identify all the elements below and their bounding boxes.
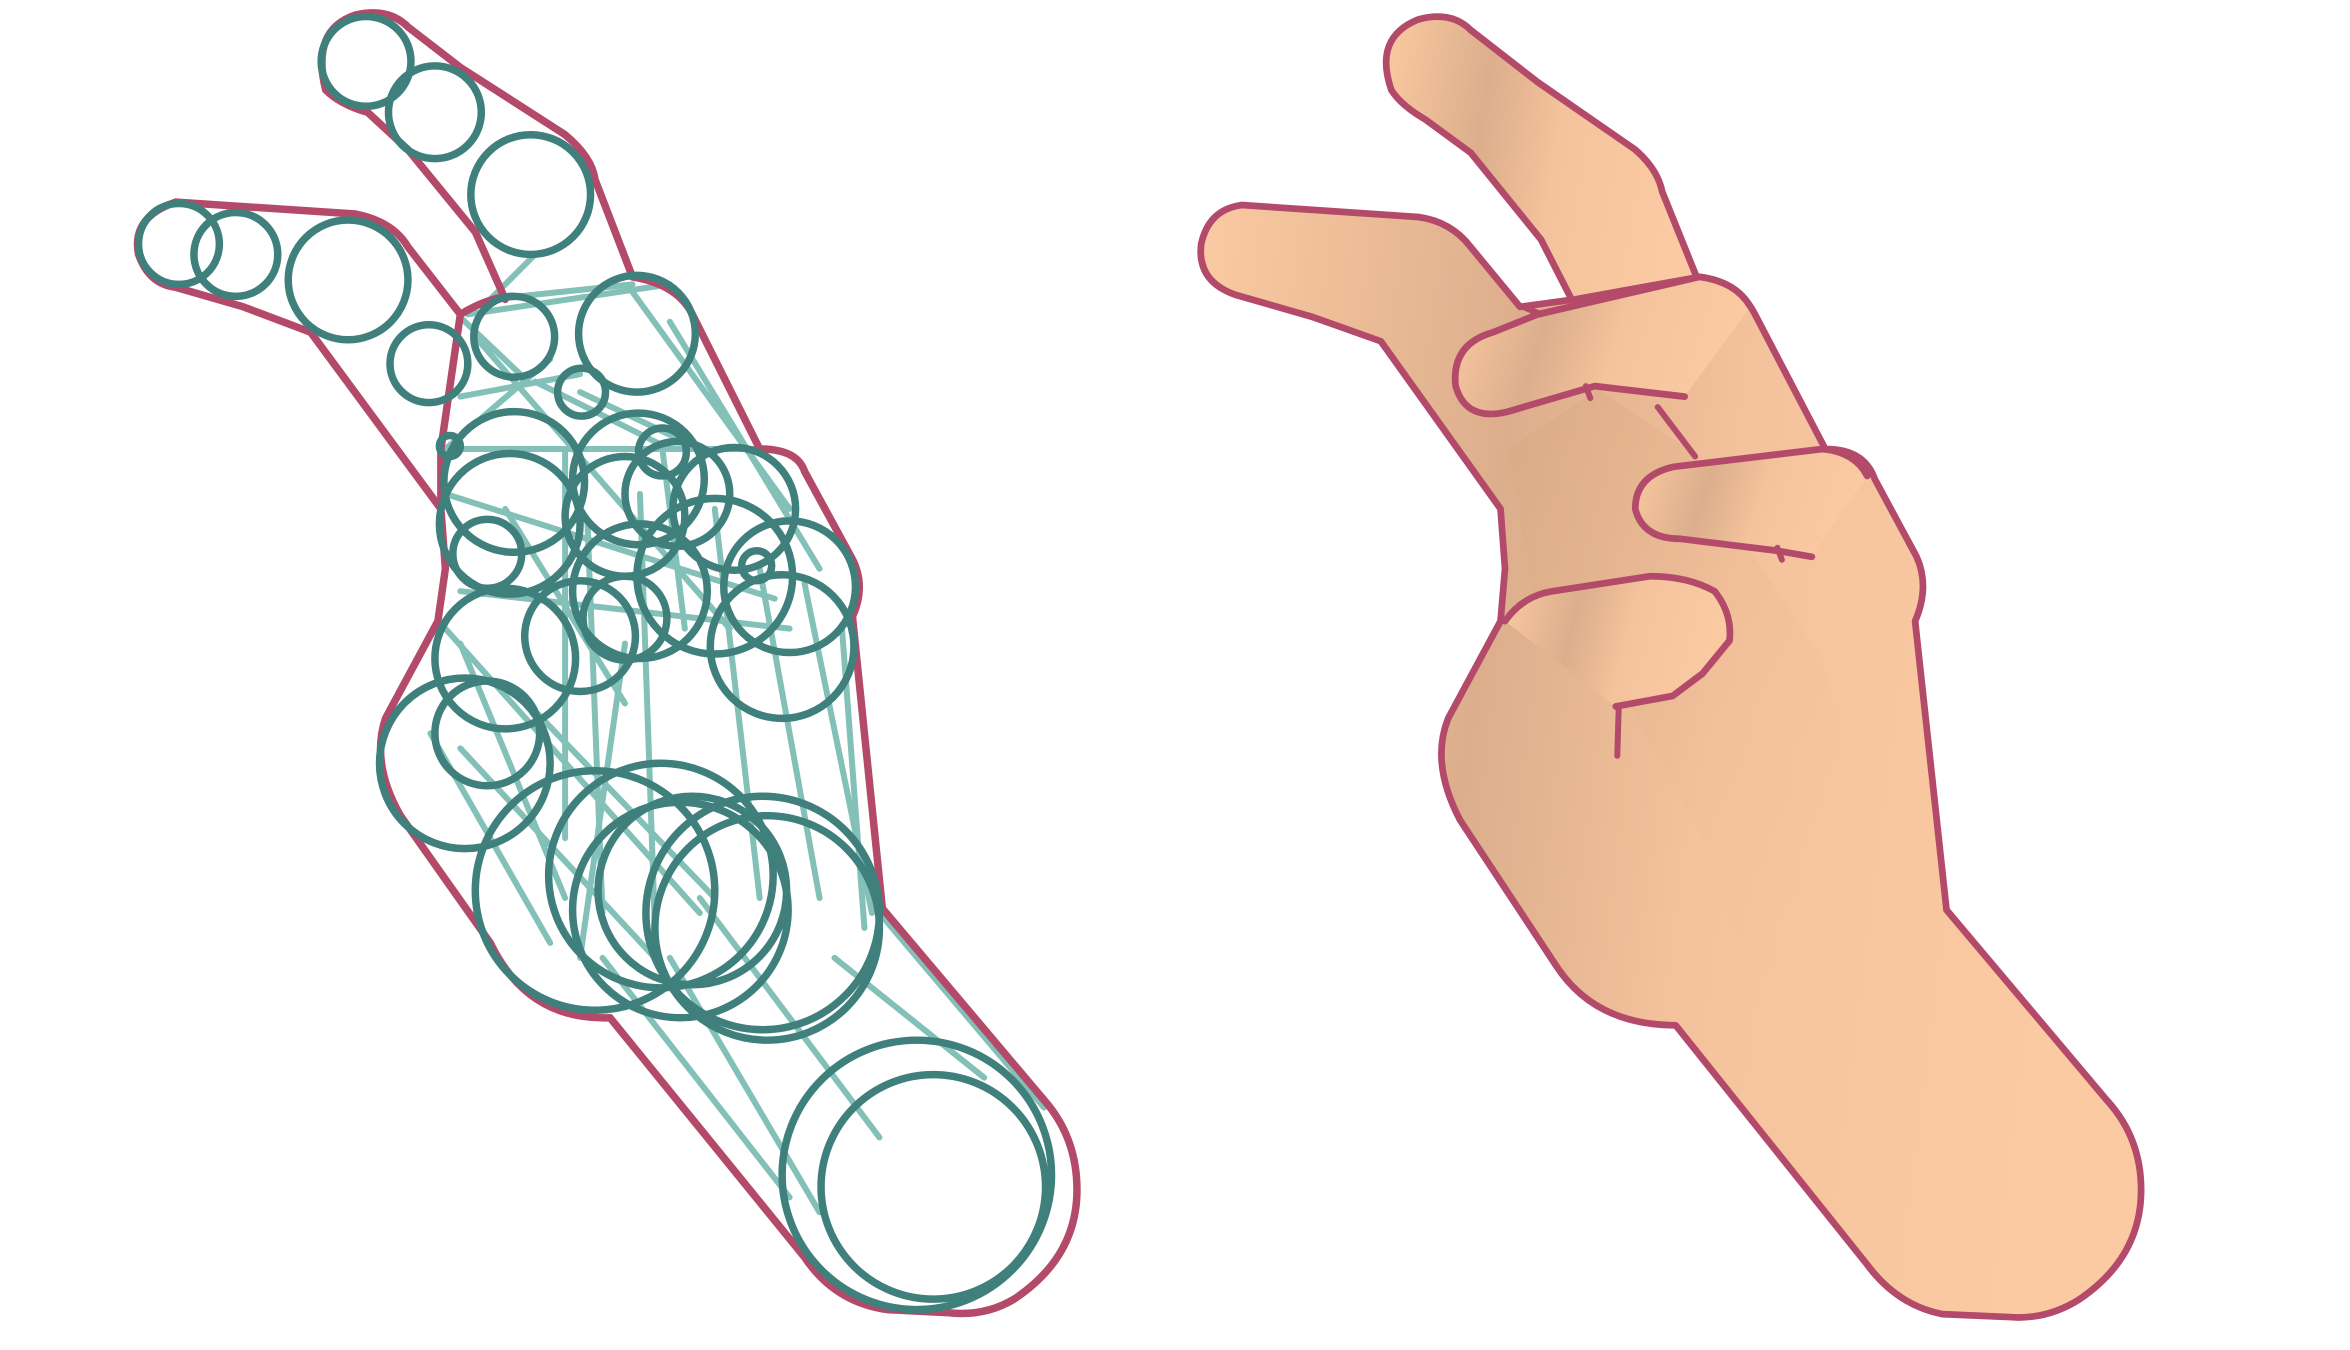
crease-line — [1519, 303, 1544, 318]
palm-outline-right — [606, 273, 1081, 1318]
sphere-circle — [284, 216, 412, 344]
sphere-circle — [594, 792, 791, 989]
sphere-circle — [134, 199, 224, 289]
connection-line — [599, 954, 793, 1201]
rendered-hand-model — [1197, 13, 2145, 1321]
connection-line — [756, 565, 823, 901]
sphere-circle — [544, 759, 777, 992]
sphere-circle — [435, 449, 584, 598]
rendered-creases — [1519, 303, 1785, 759]
sphere-circle — [553, 364, 610, 420]
sphere-circle — [431, 584, 580, 733]
sphere-set — [134, 12, 1056, 1314]
sphere-circle — [634, 424, 691, 480]
sphere-circle — [384, 62, 486, 163]
finger-outline-middle — [318, 9, 637, 304]
connection-line — [524, 700, 718, 901]
sphere-circle — [568, 520, 712, 663]
sphere-circle — [190, 208, 282, 301]
rendered-finger-pinky — [1631, 445, 1871, 561]
connection-line — [472, 333, 733, 632]
sphere-circle — [720, 517, 860, 657]
sphere-circle — [471, 767, 719, 1014]
sphere-circle — [440, 407, 589, 557]
sphere-circle — [574, 271, 700, 396]
sphere-circle — [706, 570, 858, 723]
sphere-circle — [386, 321, 472, 407]
envelope-outline — [133, 9, 1081, 1318]
sphere-circle — [621, 437, 734, 551]
sphere-circle — [317, 12, 415, 111]
connection-line — [487, 251, 539, 303]
sphere-circle — [651, 811, 884, 1044]
sphere-circle — [375, 674, 554, 853]
rendered-finger-ring — [1451, 273, 1754, 418]
sphere-mesh-model — [133, 9, 1081, 1318]
sphere-circle — [520, 576, 640, 696]
sphere-circle — [470, 292, 559, 381]
sphere-circle — [778, 1036, 1056, 1314]
connection-line — [442, 490, 778, 602]
rendered-thumb — [1501, 572, 1734, 710]
sphere-circle — [568, 409, 709, 549]
sphere-circle — [467, 130, 595, 259]
crease-line — [1774, 544, 1785, 563]
connection-line — [636, 490, 658, 931]
connection-line — [502, 505, 628, 707]
connection-line — [666, 954, 823, 1216]
crease-line — [1614, 703, 1622, 759]
connection-line — [457, 314, 524, 378]
connection-line — [584, 520, 606, 916]
sphere-circle — [817, 1070, 1050, 1303]
connection-line — [876, 909, 1048, 1111]
rendered-finger-middle — [1382, 13, 1703, 311]
crease-line — [1582, 383, 1594, 402]
crease-line — [1654, 404, 1699, 460]
connection-line — [464, 281, 673, 318]
palm-shadow — [1508, 389, 1883, 988]
sphere-circle — [431, 677, 544, 790]
connection-line — [696, 895, 883, 1141]
